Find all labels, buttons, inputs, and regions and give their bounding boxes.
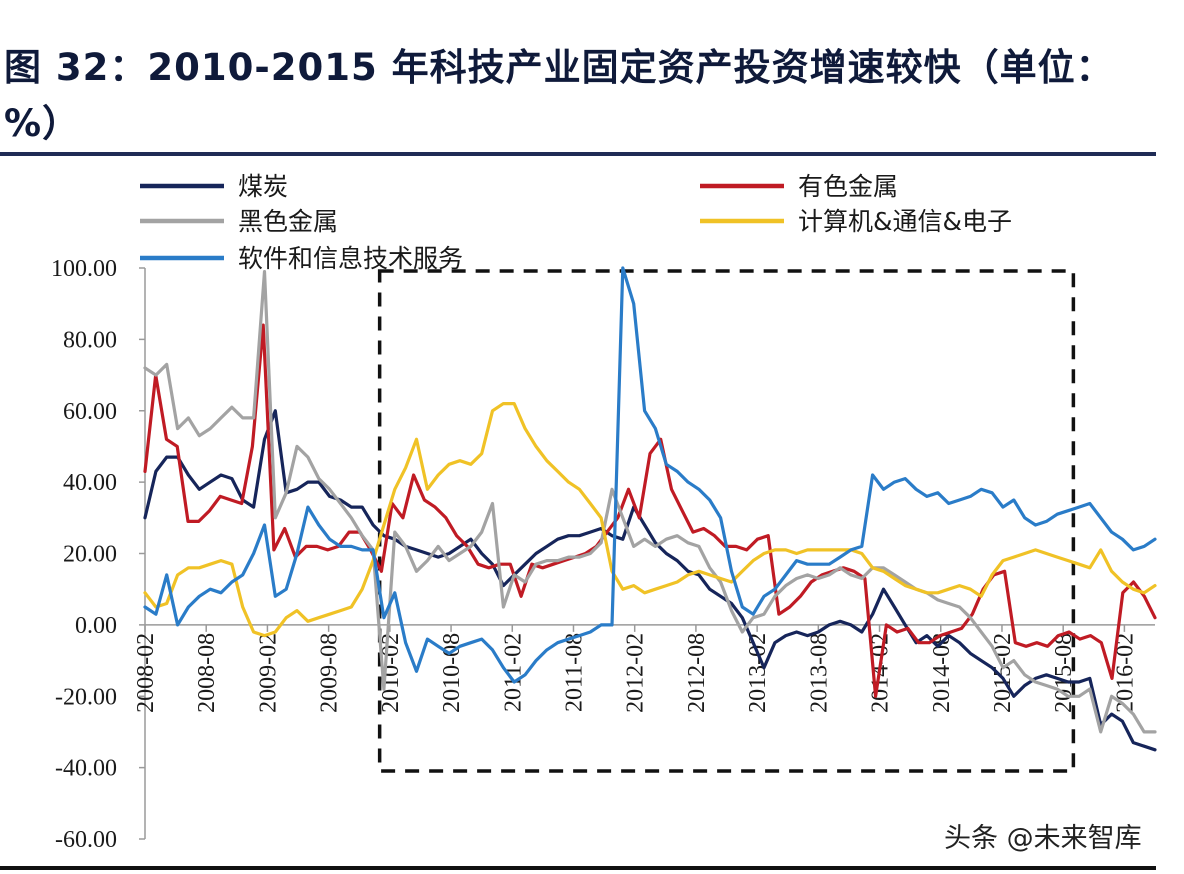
series-line-3 [143,270,1157,734]
y-tick-label: -20.00 [55,684,117,710]
x-tick-label: 2009-02 [255,633,281,713]
y-tick-label: 60.00 [63,399,117,425]
y-tick-label: 20.00 [63,542,117,568]
legend-label-3: 黑色金属 [238,207,338,236]
axes: 100.00 80.00 60.00 40.00 20.00 0.00 -20.00 -40.… [51,256,1155,853]
x-tick-label: 2015-02 [990,633,1016,713]
x-tick-label: 2011-02 [500,633,526,712]
title-rule [0,152,1156,156]
legend-label-5: 软件和信息技术服务 [238,244,463,273]
legend-label-4: 计算机&通信&电子 [798,207,1012,236]
bottom-rule [0,866,1156,870]
x-tick-label: 2013-08 [806,633,832,713]
y-tick-label: 40.00 [63,470,117,496]
x-tick-label: 2012-08 [684,633,710,713]
y-tick-label: 0.00 [75,613,117,639]
chart-title: 图 32：2010-2015 年科技产业固定资产投资增速较快（单位：%） [4,46,1114,145]
x-tick-label: 2014-08 [929,633,955,713]
series-lines [143,266,1157,752]
legend-label-1: 煤炭 [238,172,288,201]
x-tick-label: 2009-08 [317,633,343,713]
dashed-highlight-box [377,269,1076,773]
series-line-4 [143,402,1157,638]
watermark: 头条 @未来智库 [944,823,1142,854]
x-tick-label: 2013-02 [745,633,771,713]
series-line-5 [143,266,1157,684]
y-tick-label: -60.00 [55,827,117,853]
y-tick-label: 100.00 [51,256,117,282]
x-tick-label: 2011-08 [561,633,587,712]
y-tick-label: -40.00 [55,756,117,782]
series-line-1 [143,409,1157,752]
legend-label-2: 有色金属 [798,172,898,201]
y-tick-label: 80.00 [63,327,117,353]
x-tick-label: 2012-02 [623,633,649,713]
x-tick-label: 2008-02 [133,633,159,713]
x-tick-label: 2008-08 [194,633,220,713]
highlight-box [377,269,1076,773]
